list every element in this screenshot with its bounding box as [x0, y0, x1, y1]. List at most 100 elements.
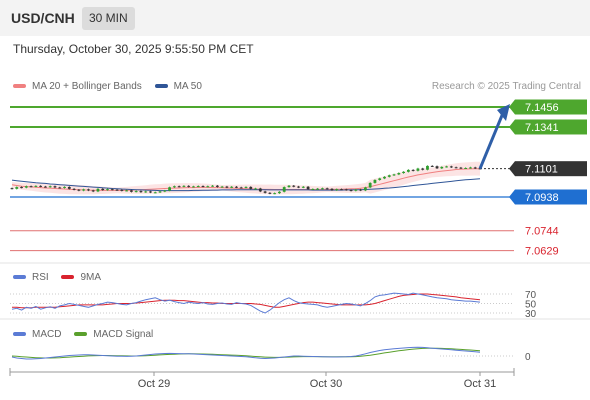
candle-body: [48, 186, 52, 188]
candle-body: [34, 185, 38, 187]
candle-body: [440, 166, 444, 169]
projection-arrowhead: [497, 104, 510, 121]
candle-body: [459, 167, 463, 169]
bollinger-band: [12, 161, 480, 195]
price-candles: [10, 165, 482, 195]
legend-9ma-label: 9MA: [80, 272, 102, 283]
candle-body: [196, 186, 200, 188]
legend-ma50-swatch: [154, 84, 168, 89]
candle-body: [316, 188, 320, 190]
legend-macd-label: MACD: [32, 329, 62, 340]
candle-body: [282, 187, 286, 192]
candle-body: [149, 191, 152, 193]
candle-body: [249, 186, 253, 189]
candle-body: [110, 189, 114, 191]
candle-body: [225, 186, 229, 188]
candle-body: [134, 191, 138, 193]
candle-body: [297, 186, 300, 188]
candle-body: [120, 189, 124, 191]
level-tag-pointer: [509, 99, 515, 115]
candle-body: [39, 185, 43, 187]
candle-body: [373, 179, 377, 183]
candle-body: [168, 187, 171, 191]
legend-rsi-swatch: [13, 275, 26, 280]
timestamp: Thursday, October 30, 2025 9:55:50 PM CE…: [13, 42, 254, 56]
candle-body: [335, 189, 339, 191]
candle-body: [215, 185, 219, 187]
candle-body: [387, 175, 391, 177]
price-legend: MA 20 + Bollinger Bands MA 50: [13, 81, 212, 92]
timeframe-button[interactable]: 30 MIN: [82, 7, 135, 30]
candle-body: [378, 178, 382, 180]
candle-body: [383, 176, 386, 179]
candle-body: [469, 167, 472, 169]
legend-ma20-label: MA 20 + Bollinger Bands: [32, 81, 142, 92]
candle-body: [411, 169, 415, 171]
candle-body: [115, 189, 119, 191]
candle-body: [77, 189, 81, 191]
candle-body: [421, 168, 425, 170]
candle-body: [63, 186, 66, 188]
candle-body: [435, 166, 439, 169]
candle-body: [82, 189, 86, 191]
x-tick-label: Oct 30: [310, 378, 342, 390]
x-tick-label: Oct 29: [138, 378, 170, 390]
candle-body: [273, 193, 277, 195]
legend-ma20: MA 20 + Bollinger Bands: [13, 81, 142, 92]
candle-body: [72, 188, 76, 190]
ma20-line: [11, 168, 480, 191]
candle-body: [359, 189, 363, 191]
legend-9ma: 9MA: [61, 272, 101, 283]
candle-body: [292, 185, 296, 187]
legend-macd-swatch: [13, 332, 26, 337]
candle-body: [268, 192, 272, 194]
candle-body: [172, 186, 176, 188]
header-bar: USD/CNH 30 MIN: [0, 0, 590, 36]
candle-body: [129, 190, 133, 192]
candle-body: [397, 173, 401, 175]
candle-body: [144, 191, 148, 193]
level-tag-7.1101: [515, 161, 587, 177]
candle-body: [478, 168, 482, 170]
candle-body: [258, 188, 262, 192]
candle-body: [44, 186, 47, 188]
macd-signal-line: [11, 347, 481, 359]
candle-body: [254, 188, 257, 190]
candle-body: [211, 185, 214, 187]
candle-body: [182, 185, 186, 187]
macd-line: [11, 346, 481, 360]
level-tag-7.0938: [515, 189, 587, 205]
candle-body: [67, 186, 71, 189]
credit-text: Research © 2025 Trading Central: [431, 81, 581, 92]
rsi-legend: RSI 9MA: [13, 272, 111, 283]
candle-body: [239, 187, 243, 189]
legend-macd-signal-swatch: [74, 332, 88, 337]
candle-body: [392, 174, 396, 176]
legend-macd-signal-label: MACD Signal: [93, 329, 154, 340]
candle-body: [301, 186, 305, 188]
level-label-7.0938: 7.0938: [525, 192, 559, 204]
candle-body: [24, 186, 28, 188]
level-tag-pointer: [509, 119, 515, 135]
macd-legend: MACD MACD Signal: [13, 329, 163, 340]
candle-body: [10, 188, 14, 190]
candle-body: [406, 169, 410, 172]
candle-body: [344, 189, 348, 191]
ma50-line: [11, 178, 481, 192]
candle-body: [87, 189, 90, 191]
x-tick-label: Oct 31: [464, 378, 496, 390]
candle-body: [187, 185, 191, 187]
candle-body: [244, 186, 248, 188]
candle-body: [163, 190, 167, 192]
candle-body: [287, 185, 291, 188]
candle-body: [445, 166, 448, 168]
candle-body: [29, 186, 33, 188]
projection-arrow: [478, 112, 505, 170]
candle-body: [201, 186, 205, 188]
legend-ma50: MA 50: [154, 81, 202, 92]
candle-body: [330, 188, 334, 191]
legend-rsi-label: RSI: [32, 272, 49, 283]
level-label-7.1456: 7.1456: [525, 102, 559, 114]
candle-body: [464, 167, 468, 169]
